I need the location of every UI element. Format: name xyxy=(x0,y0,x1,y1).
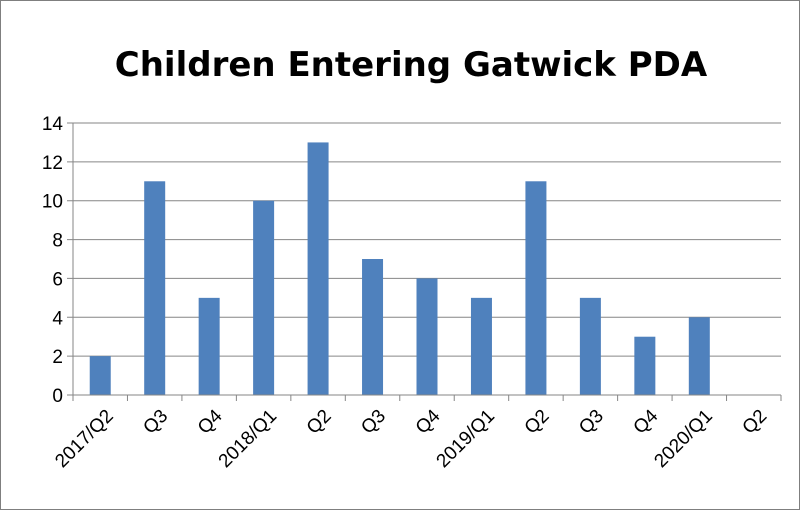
y-tick-label: 8 xyxy=(52,231,63,252)
y-tick-label: 2 xyxy=(52,347,63,368)
y-tick-label: 0 xyxy=(52,386,63,407)
x-tick-label: 2018/Q1 xyxy=(215,406,281,472)
bar xyxy=(579,297,601,395)
y-tick-labels: 0 2 4 6 8 10 12 14 xyxy=(42,114,64,407)
x-tick-label: Q3 xyxy=(357,406,390,439)
bar xyxy=(253,200,275,395)
x-tick-label: Q3 xyxy=(575,406,608,439)
y-tick-label: 12 xyxy=(42,153,63,174)
bar xyxy=(688,317,710,395)
x-tick-label: 2020/Q1 xyxy=(650,406,716,472)
bar xyxy=(362,259,384,395)
y-tick-label: 10 xyxy=(42,192,63,213)
x-tick-label: 2017/Q2 xyxy=(51,406,117,472)
x-tick-label: Q4 xyxy=(412,405,445,438)
x-tick-label: Q3 xyxy=(139,406,172,439)
bar xyxy=(198,297,220,395)
y-tick-label: 6 xyxy=(52,269,63,290)
x-tick-label: Q2 xyxy=(303,406,336,439)
y-tick-label: 14 xyxy=(42,114,64,135)
bar xyxy=(89,356,111,395)
bar xyxy=(307,142,329,395)
x-tick-label: Q4 xyxy=(194,405,227,438)
x-tick-label: Q4 xyxy=(630,405,663,438)
bar xyxy=(144,181,166,395)
y-tick-label: 4 xyxy=(52,308,63,329)
bars xyxy=(89,142,710,395)
chart-title: Children Entering Gatwick PDA xyxy=(115,45,708,85)
x-tick-label: Q2 xyxy=(521,406,554,439)
x-tick-label: 2019/Q1 xyxy=(433,406,499,472)
axes xyxy=(67,123,782,401)
x-tick-label: Q2 xyxy=(739,406,772,439)
bar xyxy=(525,181,547,395)
bar xyxy=(416,278,438,395)
bar xyxy=(470,297,492,395)
bar xyxy=(634,336,656,395)
